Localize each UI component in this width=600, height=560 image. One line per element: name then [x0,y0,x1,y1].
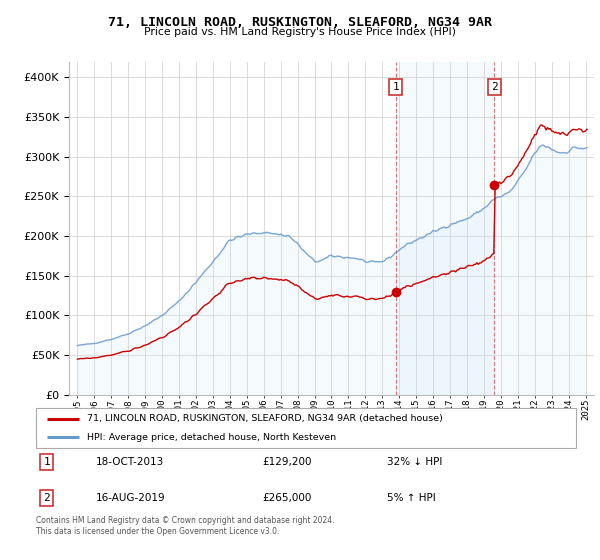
Text: £129,200: £129,200 [263,457,312,467]
Text: 71, LINCOLN ROAD, RUSKINGTON, SLEAFORD, NG34 9AR: 71, LINCOLN ROAD, RUSKINGTON, SLEAFORD, … [108,16,492,29]
Text: Price paid vs. HM Land Registry's House Price Index (HPI): Price paid vs. HM Land Registry's House … [144,27,456,37]
Text: Contains HM Land Registry data © Crown copyright and database right 2024.
This d: Contains HM Land Registry data © Crown c… [36,516,335,536]
Bar [395,62,494,395]
Text: 71, LINCOLN ROAD, RUSKINGTON, SLEAFORD, NG34 9AR (detached house): 71, LINCOLN ROAD, RUSKINGTON, SLEAFORD, … [88,414,443,423]
Text: 1: 1 [43,457,50,467]
Text: 18-OCT-2013: 18-OCT-2013 [95,457,164,467]
FancyBboxPatch shape [36,408,576,448]
Text: 16-AUG-2019: 16-AUG-2019 [95,493,165,503]
Text: 1: 1 [392,82,399,92]
Text: 5% ↑ HPI: 5% ↑ HPI [387,493,436,503]
Text: £265,000: £265,000 [263,493,312,503]
Text: HPI: Average price, detached house, North Kesteven: HPI: Average price, detached house, Nort… [88,433,337,442]
Text: 2: 2 [43,493,50,503]
Text: 2: 2 [491,82,498,92]
Text: 32% ↓ HPI: 32% ↓ HPI [387,457,442,467]
